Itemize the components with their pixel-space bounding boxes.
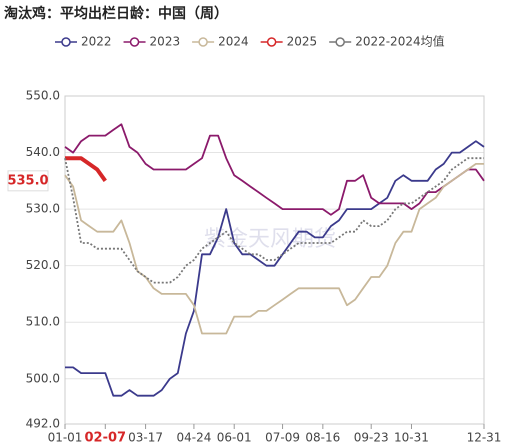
legend-label: 2024 xyxy=(218,35,249,49)
y-tick-label: 510.0 xyxy=(26,315,60,329)
x-tick-label: 04-24 xyxy=(176,431,211,445)
y-tick-label: 530.0 xyxy=(26,202,60,216)
y-tick-label: 550.0 xyxy=(26,89,60,103)
value-label-box xyxy=(7,170,49,192)
y-tick-label: 492.0 xyxy=(26,417,60,431)
legend-label: 2025 xyxy=(287,35,318,49)
legend-marker xyxy=(266,37,277,47)
legend-label: 2022 xyxy=(81,35,112,49)
series-line xyxy=(64,123,485,216)
series-line xyxy=(64,163,484,335)
x-tick-label: 07-09 xyxy=(265,431,300,445)
watermark: 紫金天风期货 xyxy=(204,227,336,252)
x-tick-label: 08-16 xyxy=(305,431,340,445)
legend-marker xyxy=(335,37,345,47)
x-tick-label: 03-17 xyxy=(128,431,163,445)
legend-marker xyxy=(129,37,140,47)
chart-title: 淘汰鸡：平均出栏日龄：中国（周） xyxy=(4,5,228,22)
x-tick-label: 12-31 xyxy=(467,431,502,445)
x-tick-label: 09-23 xyxy=(354,431,389,445)
value-label: 535.0 xyxy=(7,173,48,188)
legend-marker xyxy=(198,37,208,47)
legend-label: 2022-2024均值 xyxy=(355,34,444,49)
y-tick-label: 520.0 xyxy=(26,258,60,272)
series-line xyxy=(65,156,107,182)
x-tick-label: 06-01 xyxy=(217,431,252,445)
x-tick-label: 02-07 xyxy=(84,431,126,446)
x-tick-label: 01-01 xyxy=(48,431,83,445)
x-tick-label: 10-31 xyxy=(394,431,429,445)
legend-label: 2023 xyxy=(150,35,181,49)
y-tick-label: 540.0 xyxy=(26,145,60,159)
y-tick-label: 500.0 xyxy=(26,371,60,385)
plot-frame xyxy=(64,95,485,425)
legend-marker xyxy=(61,37,71,47)
series-line xyxy=(65,140,485,397)
series-line xyxy=(64,157,484,284)
